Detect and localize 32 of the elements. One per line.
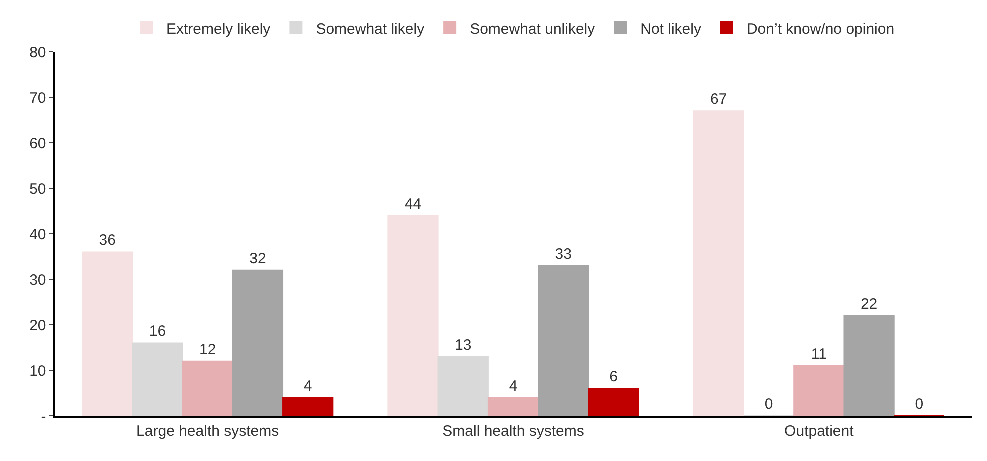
- data-label: 36: [99, 232, 116, 250]
- data-label: 0: [915, 396, 924, 413]
- y-tick-label: 60: [30, 135, 46, 152]
- data-label: 11: [811, 346, 827, 363]
- legend-label: Extremely likely: [166, 20, 272, 38]
- y-tick-label: 10: [30, 362, 46, 380]
- y-tick-label: 80: [30, 44, 46, 62]
- data-label: 6: [610, 368, 618, 386]
- y-tick-label: 70: [30, 90, 46, 107]
- data-label: 44: [404, 196, 422, 213]
- legend-label: Don’t know/no opinion: [746, 20, 895, 38]
- legend-label: Somewhat likely: [316, 20, 426, 38]
- y-tick-label: 20: [30, 317, 46, 334]
- x-tick-label: Outpatient: [784, 423, 855, 440]
- data-label: 22: [860, 296, 878, 313]
- data-label: 33: [555, 246, 572, 263]
- data-label: 13: [455, 336, 472, 354]
- data-label: 4: [509, 378, 518, 395]
- data-label: 16: [149, 323, 166, 340]
- x-tick-label: Large health systems: [136, 423, 280, 440]
- legend-label: Not likely: [640, 20, 702, 38]
- data-label: 32: [250, 250, 266, 268]
- legend-label: Somewhat unlikely: [470, 20, 596, 38]
- data-label: 67: [710, 91, 728, 108]
- data-label: 12: [199, 341, 216, 358]
- x-tick-label: Small health systems: [442, 423, 584, 440]
- y-tick-label: -: [41, 408, 46, 426]
- data-label: 0: [764, 396, 774, 413]
- y-tick-label: 50: [30, 180, 46, 198]
- data-label: 4: [304, 378, 312, 395]
- y-tick-label: 30: [30, 272, 46, 289]
- y-tick-label: 40: [30, 226, 46, 244]
